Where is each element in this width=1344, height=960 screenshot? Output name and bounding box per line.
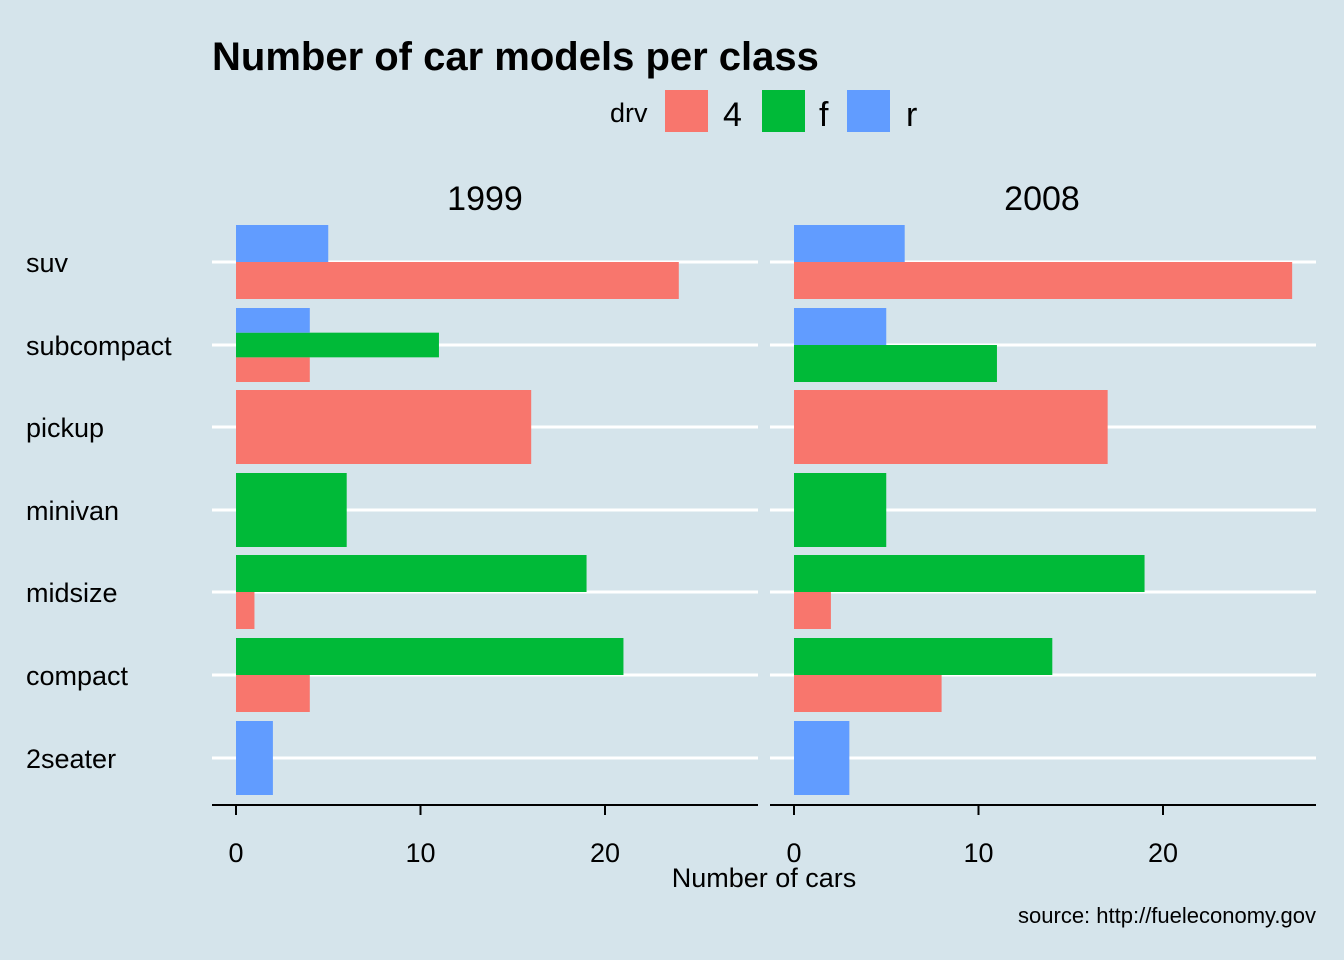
caption: source: http://fueleconomy.gov: [1018, 903, 1316, 928]
bar-2008-suv-r: [794, 225, 905, 262]
x-tick-label: 0: [228, 838, 243, 868]
legend-label-4: 4: [723, 96, 742, 134]
panel-2008: 0 10 20: [770, 225, 1316, 868]
y-axis-labels: suv subcompact pickup minivan midsize compact…: [26, 248, 172, 774]
y-label-subcompact: subcompact: [26, 331, 172, 361]
legend-key-f: [762, 90, 805, 132]
y-label-minivan: minivan: [26, 496, 119, 526]
bar-2008-suv-4: [794, 262, 1293, 299]
bar-2008-2seater-r: [794, 721, 850, 795]
bar-2008-compact-f: [794, 638, 1053, 675]
bar-1999-subcompact-f: [236, 332, 439, 358]
bar-2008-pickup-4: [794, 390, 1108, 464]
y-label-compact: compact: [26, 661, 129, 691]
y-label-pickup: pickup: [26, 413, 104, 443]
legend-key-4: [665, 90, 708, 132]
legend-label-r: r: [906, 96, 917, 134]
bar-1999-compact-4: [236, 675, 310, 712]
bar-2008-subcompact-r: [794, 308, 887, 345]
legend: drv 4 f r: [610, 90, 917, 134]
bar-1999-pickup-4: [236, 390, 532, 464]
x-axis-title: Number of cars: [672, 863, 857, 893]
bar-1999-minivan-f: [236, 473, 347, 547]
x-tick-label: 10: [405, 838, 435, 868]
bar-2008-compact-4: [794, 675, 942, 712]
y-label-suv: suv: [26, 248, 69, 278]
bar-2008-midsize-4: [794, 592, 831, 629]
bar-1999-suv-r: [236, 225, 329, 262]
x-tick-label: 0: [786, 838, 801, 868]
facet-label-1999: 1999: [447, 180, 523, 218]
legend-title: drv: [610, 98, 648, 128]
legend-key-r: [847, 90, 890, 132]
bar-1999-midsize-4: [236, 592, 255, 629]
bar-1999-midsize-f: [236, 555, 587, 592]
bar-2008-subcompact-f: [794, 345, 997, 382]
bar-1999-subcompact-r: [236, 308, 310, 333]
panel-1999: 0 10 20: [212, 225, 758, 868]
bar-2008-midsize-f: [794, 555, 1145, 592]
bar-1999-compact-f: [236, 638, 624, 675]
x-tick-label: 20: [1148, 838, 1178, 868]
legend-label-f: f: [819, 96, 829, 134]
bar-1999-suv-4: [236, 262, 679, 299]
x-tick-label: 20: [590, 838, 620, 868]
y-label-2seater: 2seater: [26, 744, 116, 774]
bar-1999-subcompact-4: [236, 357, 310, 382]
bar-1999-2seater-r: [236, 721, 273, 795]
x-tick-label: 10: [963, 838, 993, 868]
y-label-midsize: midsize: [26, 578, 118, 608]
facet-label-2008: 2008: [1004, 180, 1080, 218]
chart-title: Number of car models per class: [212, 35, 819, 79]
bar-2008-minivan-f: [794, 473, 887, 547]
